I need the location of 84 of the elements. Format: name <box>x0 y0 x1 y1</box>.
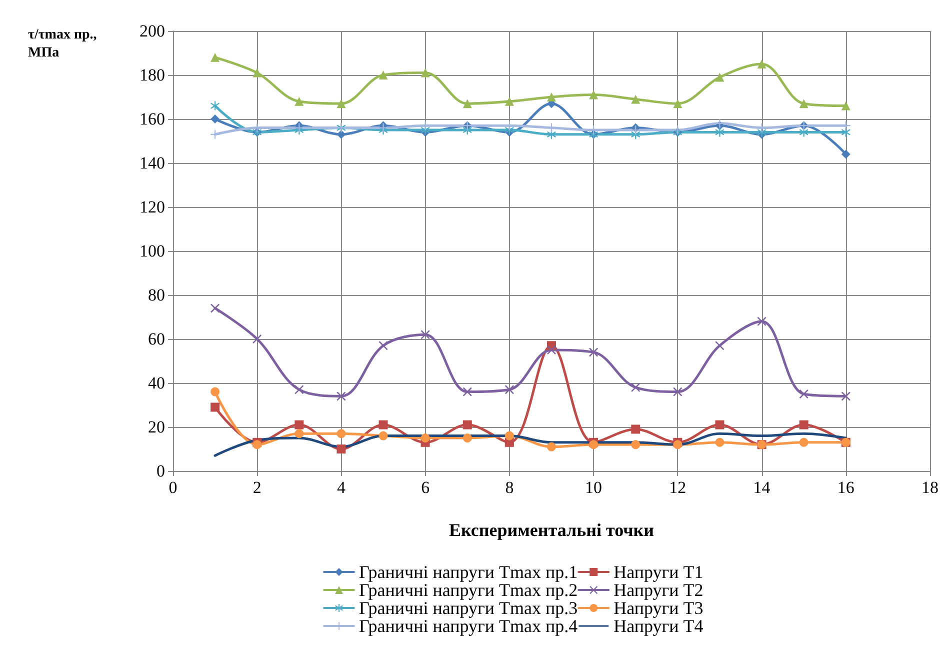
x-tick-label: 6 <box>421 478 430 497</box>
point <box>252 440 262 450</box>
point <box>504 431 514 440</box>
point <box>336 429 346 438</box>
x-tick-label: 14 <box>753 478 771 497</box>
x-tick-label: 8 <box>505 478 514 497</box>
point <box>841 150 850 159</box>
y-tick-label: 120 <box>140 198 165 216</box>
point <box>336 444 346 454</box>
point <box>757 316 766 326</box>
point <box>420 434 430 442</box>
point <box>210 101 220 110</box>
point <box>336 99 346 108</box>
point <box>589 90 598 100</box>
y-tick-label: 100 <box>140 242 165 260</box>
y-tick-label: 40 <box>148 374 165 392</box>
x-tick-label: 16 <box>837 478 854 497</box>
point <box>547 92 556 102</box>
y-tick-label: 0 <box>156 462 165 480</box>
point <box>841 392 850 401</box>
point <box>210 402 220 412</box>
x-tick-label: 18 <box>922 478 938 497</box>
x-axis-title: Експериментальні точки <box>448 520 654 540</box>
point <box>252 68 262 78</box>
legend-label: Граничні напруги Tmax пр.1 <box>359 562 578 582</box>
y-tick-label: 140 <box>140 154 165 172</box>
point <box>799 99 808 108</box>
point <box>631 382 640 392</box>
x-tick-label: 0 <box>168 478 178 497</box>
point <box>715 420 724 430</box>
point <box>462 99 472 108</box>
point <box>799 438 808 447</box>
point <box>547 442 556 452</box>
point <box>420 330 430 340</box>
point <box>462 387 472 396</box>
y-tick-label: 20 <box>148 418 165 436</box>
point <box>673 99 682 108</box>
point <box>589 440 598 450</box>
point <box>210 52 220 62</box>
point <box>294 96 304 106</box>
x-tick-label: 4 <box>336 478 346 497</box>
point <box>673 387 682 396</box>
point <box>799 390 808 398</box>
point <box>799 420 808 430</box>
point <box>378 70 388 80</box>
legend-label: Напруги T1 <box>614 562 704 582</box>
point <box>210 387 220 396</box>
y-axis-title: τ/τmax пр., МПа <box>28 28 97 60</box>
y-tick-label: 160 <box>140 110 165 128</box>
point <box>799 128 808 137</box>
point <box>631 424 640 434</box>
point <box>673 440 682 450</box>
point <box>589 348 598 357</box>
point <box>715 438 724 447</box>
point <box>462 420 472 430</box>
point <box>631 94 640 104</box>
point <box>715 341 724 350</box>
point <box>715 72 724 82</box>
point <box>462 434 472 442</box>
x-tick-label: 2 <box>252 478 262 497</box>
point <box>841 101 850 110</box>
y-tick-label: 200 <box>140 22 165 40</box>
point <box>294 429 304 438</box>
x-tick-label: 10 <box>585 478 602 497</box>
point <box>504 385 514 394</box>
y-tick-label: 80 <box>148 286 165 304</box>
point <box>715 128 724 137</box>
y-tick-label: 180 <box>140 66 165 84</box>
point <box>504 96 514 106</box>
point <box>378 431 388 440</box>
point <box>210 304 220 313</box>
point <box>757 60 766 68</box>
y-tick-label: 60 <box>148 330 165 348</box>
point <box>210 130 220 139</box>
x-tick-label: 12 <box>669 478 686 497</box>
point <box>294 385 304 394</box>
point <box>673 126 682 134</box>
point <box>378 341 388 350</box>
point <box>378 420 388 430</box>
point <box>252 334 262 344</box>
point <box>210 114 220 124</box>
point <box>420 68 430 78</box>
point <box>631 440 640 450</box>
point <box>294 420 304 430</box>
